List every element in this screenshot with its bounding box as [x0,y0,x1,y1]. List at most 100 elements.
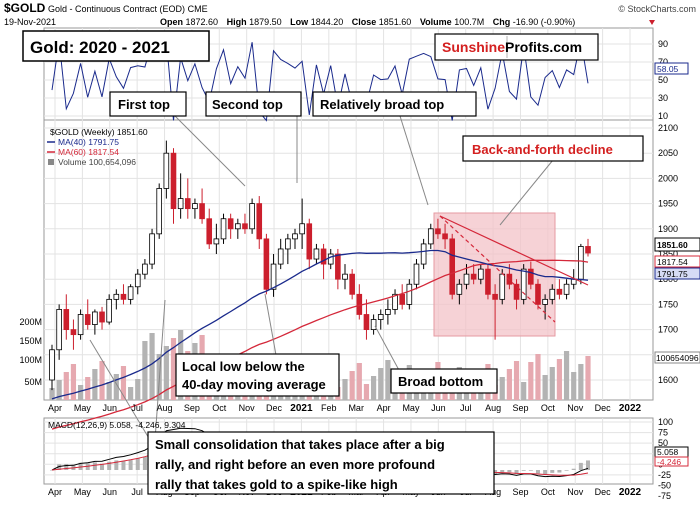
candle-body [149,233,155,265]
x-tick-label: Oct [212,403,227,413]
candle-body [277,248,284,265]
macd-histogram-bar [128,460,133,470]
volume-bar [77,385,84,400]
candle-body [549,288,556,300]
legend-ma60: MA(60) 1817.54 [58,147,119,157]
top-tick-label: 10 [658,111,668,121]
volume-bar [142,341,148,400]
candle-body [256,203,263,240]
ma40-price-tag [654,267,700,280]
candle-body [206,218,213,245]
candle-body [449,238,456,295]
macd-tick-label: -25 [658,470,671,480]
legend-volume-swatch [48,159,54,165]
volume-bar [63,372,69,400]
chart-title: Gold: 2020 - 2021 [30,38,170,57]
volume-tick-label: 200M [19,317,42,327]
macd-histogram-bar [550,470,555,473]
candle-body [570,278,577,285]
svg-text:1817.54: 1817.54 [657,257,688,267]
svg-text:1851.60: 1851.60 [657,240,688,250]
volume-bar [92,369,98,400]
macd-histogram-bar [564,470,569,471]
volume-bar [578,364,584,400]
brand-box [434,33,599,61]
macd-tick-label: -75 [658,491,671,501]
volume-tick-label: 150M [19,336,42,346]
close-price-tag [654,237,700,252]
candle-body [392,293,398,310]
candle-body [556,288,563,295]
candle-body [84,314,91,325]
candle-body [134,273,141,288]
x-tick-label: Mar [348,403,364,413]
candle-body [242,223,248,230]
top-indicator-line [51,39,589,122]
y-tick-label: 1900 [658,224,678,234]
candle-body [313,248,320,260]
volume-bar [356,363,362,400]
volume-bar [70,364,77,400]
broad-bottom-box [390,368,498,394]
x-tick-label: Sep [184,403,200,413]
volume-bar [170,338,177,400]
candle-body [285,238,291,250]
volume-bar [135,379,141,400]
trend-line-dashed [439,215,556,323]
quote-line: Open 1872.60 High 1879.50 Low 1844.20 Cl… [160,17,575,27]
volume-bar [535,354,541,400]
candle-body [327,253,334,265]
y-tick-label: 1950 [658,199,678,209]
candle-body [292,233,298,240]
macd-histogram-bar [100,463,105,470]
macd-histogram-bar [571,468,576,470]
candle-body [342,273,348,280]
macd-histogram-bar [500,470,505,473]
candle-body [528,268,534,285]
volume-bar [120,366,127,400]
macd-histogram-bar [135,458,140,470]
volume-bar [99,361,105,400]
candle-body [113,293,120,300]
volume-bar [363,384,370,400]
candle-body [442,233,448,240]
candle-body [142,263,148,275]
top-tick-label: 90 [658,39,668,49]
y-tick-label: 1700 [658,325,678,335]
volume-tag [654,351,700,364]
ma60-line [51,259,589,430]
candle-body [220,218,227,240]
candle-body [477,268,484,280]
candle-body [213,238,220,245]
candle-body [63,309,70,331]
top-tick-label: 70 [658,57,668,67]
macd-histogram-bar [528,470,533,471]
candle-body [435,228,441,235]
candle-body [363,314,370,331]
trend-line-upper [439,215,589,286]
ma60-price-tag [654,255,700,268]
candle-body [92,311,98,325]
volume-bar [556,359,563,400]
macd-histogram-bar [142,456,147,470]
x-tick-label: Jul [460,403,472,413]
macd-histogram-bar [535,470,540,474]
candle-body [99,311,105,323]
broad-bottom-pointer [374,325,401,373]
volume-bar [106,382,112,400]
decline-label: Back-and-forth decline [472,142,613,157]
candle-body [49,349,55,381]
volume-tick-label: 100M [19,355,42,365]
candle-body [513,283,520,300]
candle-body [542,298,548,305]
volume-bar [499,377,505,400]
candle-body [463,273,470,285]
second-top-box [205,91,302,117]
local-low-line2: 40-day moving average [182,377,326,392]
candle-body [406,283,413,305]
candle-body [177,198,184,210]
volume-bar [128,387,134,400]
candle-body [299,223,305,235]
local-low-line1: Local low below the [182,359,305,374]
consolidation-line1: Small consolidation that takes place aft… [155,437,445,452]
